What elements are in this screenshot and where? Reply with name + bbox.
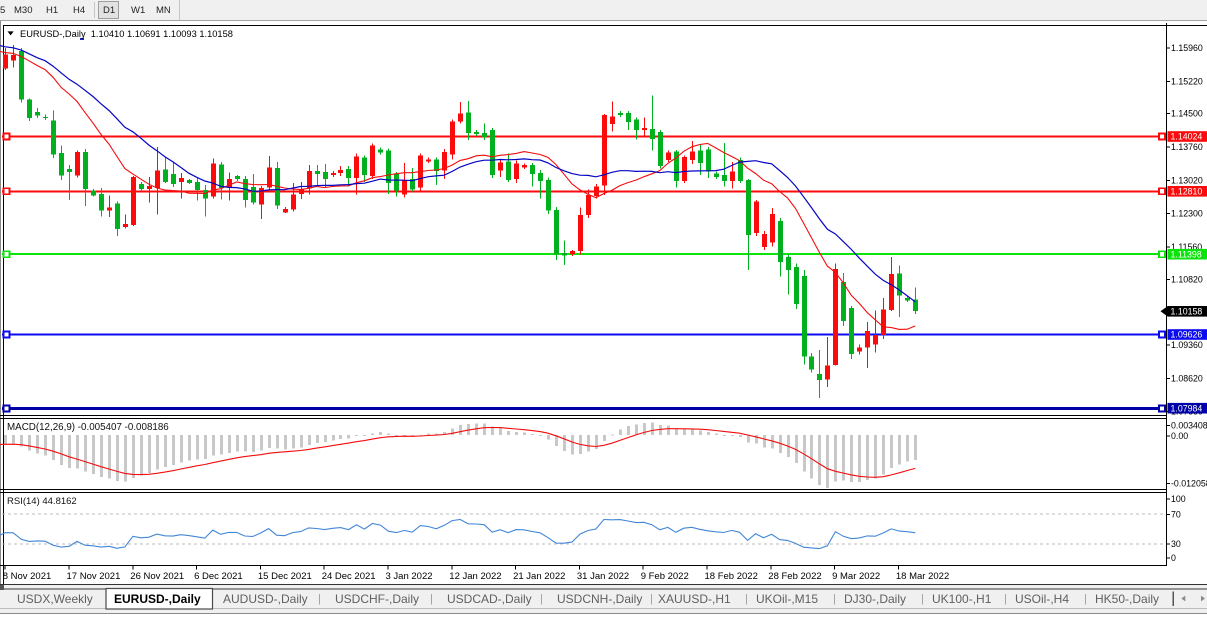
svg-text:30: 30 — [1171, 539, 1181, 549]
svg-text:1.14500: 1.14500 — [1171, 109, 1203, 119]
svg-text:M30: M30 — [14, 5, 32, 16]
svg-text:3 Jan 2022: 3 Jan 2022 — [386, 571, 433, 582]
svg-text:|: | — [833, 593, 836, 605]
svg-text:18 Mar 2022: 18 Mar 2022 — [896, 571, 949, 582]
svg-text:USOil-,H4: USOil-,H4 — [1015, 592, 1069, 606]
svg-text:AUDUSD-,Daily: AUDUSD-,Daily — [223, 592, 308, 606]
svg-text:1.15220: 1.15220 — [1171, 76, 1203, 86]
svg-text:1.13020: 1.13020 — [1171, 175, 1203, 185]
svg-text:0.00: 0.00 — [1171, 431, 1188, 441]
svg-text:USDCAD-,Daily: USDCAD-,Daily — [447, 592, 532, 606]
svg-text:21 Jan 2022: 21 Jan 2022 — [513, 571, 565, 582]
svg-text:9 Mar 2022: 9 Mar 2022 — [832, 571, 880, 582]
svg-text:D1: D1 — [103, 5, 115, 16]
svg-text:DJ30-,Daily: DJ30-,Daily — [844, 592, 906, 606]
svg-text:24 Dec 2021: 24 Dec 2021 — [322, 571, 376, 582]
svg-text:USDCHF-,Daily: USDCHF-,Daily — [335, 592, 419, 606]
svg-text:W1: W1 — [131, 5, 145, 16]
svg-text:31 Jan 2022: 31 Jan 2022 — [577, 571, 629, 582]
svg-text:|: | — [745, 593, 748, 605]
svg-text:1.14024: 1.14024 — [1171, 132, 1203, 142]
svg-text:RSI(14) 44.8162: RSI(14) 44.8162 — [7, 496, 77, 507]
svg-text:17 Nov 2021: 17 Nov 2021 — [67, 571, 121, 582]
svg-text:18 Feb 2022: 18 Feb 2022 — [705, 571, 758, 582]
svg-text:|: | — [1004, 593, 1007, 605]
svg-text:1.12300: 1.12300 — [1171, 209, 1203, 219]
svg-text:0: 0 — [1171, 553, 1176, 563]
svg-text:XAUUSD-,H1: XAUUSD-,H1 — [658, 592, 731, 606]
svg-text:6 Dec 2021: 6 Dec 2021 — [194, 571, 243, 582]
svg-text:15 Dec 2021: 15 Dec 2021 — [258, 571, 312, 582]
svg-text:1.07984: 1.07984 — [1171, 403, 1203, 413]
svg-text:MN: MN — [156, 5, 171, 16]
svg-text:|: | — [318, 593, 321, 605]
svg-text:12 Jan 2022: 12 Jan 2022 — [449, 571, 501, 582]
svg-text:EURUSD-,Daily 1.10410 1.10691: EURUSD-,Daily 1.10410 1.10691 1.10093 1.… — [20, 29, 233, 39]
svg-text:|: | — [540, 593, 543, 605]
svg-text:H1: H1 — [46, 5, 58, 16]
svg-text:|: | — [430, 593, 433, 605]
svg-text:USDX,Weekly: USDX,Weekly — [17, 592, 93, 606]
svg-text:HK50-,Daily: HK50-,Daily — [1095, 592, 1159, 606]
svg-text:1.10158: 1.10158 — [1171, 307, 1203, 317]
svg-text:-0.012058: -0.012058 — [1171, 479, 1207, 489]
svg-text:1.08620: 1.08620 — [1171, 373, 1203, 383]
svg-text:|: | — [1084, 593, 1087, 605]
svg-text:1.12810: 1.12810 — [1171, 187, 1203, 197]
svg-text:1.09360: 1.09360 — [1171, 340, 1203, 350]
svg-text:UK100-,H1: UK100-,H1 — [932, 592, 992, 606]
svg-text:70: 70 — [1171, 510, 1181, 520]
svg-text:1.11398: 1.11398 — [1171, 249, 1202, 259]
svg-text:1.15960: 1.15960 — [1171, 43, 1203, 53]
svg-text:5: 5 — [0, 5, 5, 16]
svg-text:100: 100 — [1171, 494, 1186, 504]
svg-text:1.09626: 1.09626 — [1171, 330, 1203, 340]
svg-text:USDCNH-,Daily: USDCNH-,Daily — [557, 592, 642, 606]
svg-text:1.10820: 1.10820 — [1171, 274, 1203, 284]
svg-text:H4: H4 — [73, 5, 85, 16]
svg-text:|: | — [921, 593, 924, 605]
svg-text:0.003408: 0.003408 — [1171, 421, 1207, 431]
svg-text:EURUSD-,Daily: EURUSD-,Daily — [114, 592, 201, 606]
svg-text:UKOil-,M15: UKOil-,M15 — [756, 592, 818, 606]
svg-text:MACD(12,26,9) -0.005407 -0.008: MACD(12,26,9) -0.005407 -0.008186 — [7, 422, 169, 433]
svg-text:9 Feb 2022: 9 Feb 2022 — [641, 571, 689, 582]
svg-text:26 Nov 2021: 26 Nov 2021 — [130, 571, 184, 582]
svg-text:|: | — [650, 593, 653, 605]
svg-text:28 Feb 2022: 28 Feb 2022 — [768, 571, 821, 582]
svg-text:8 Nov 2021: 8 Nov 2021 — [3, 571, 52, 582]
svg-text:1.13760: 1.13760 — [1171, 142, 1203, 152]
